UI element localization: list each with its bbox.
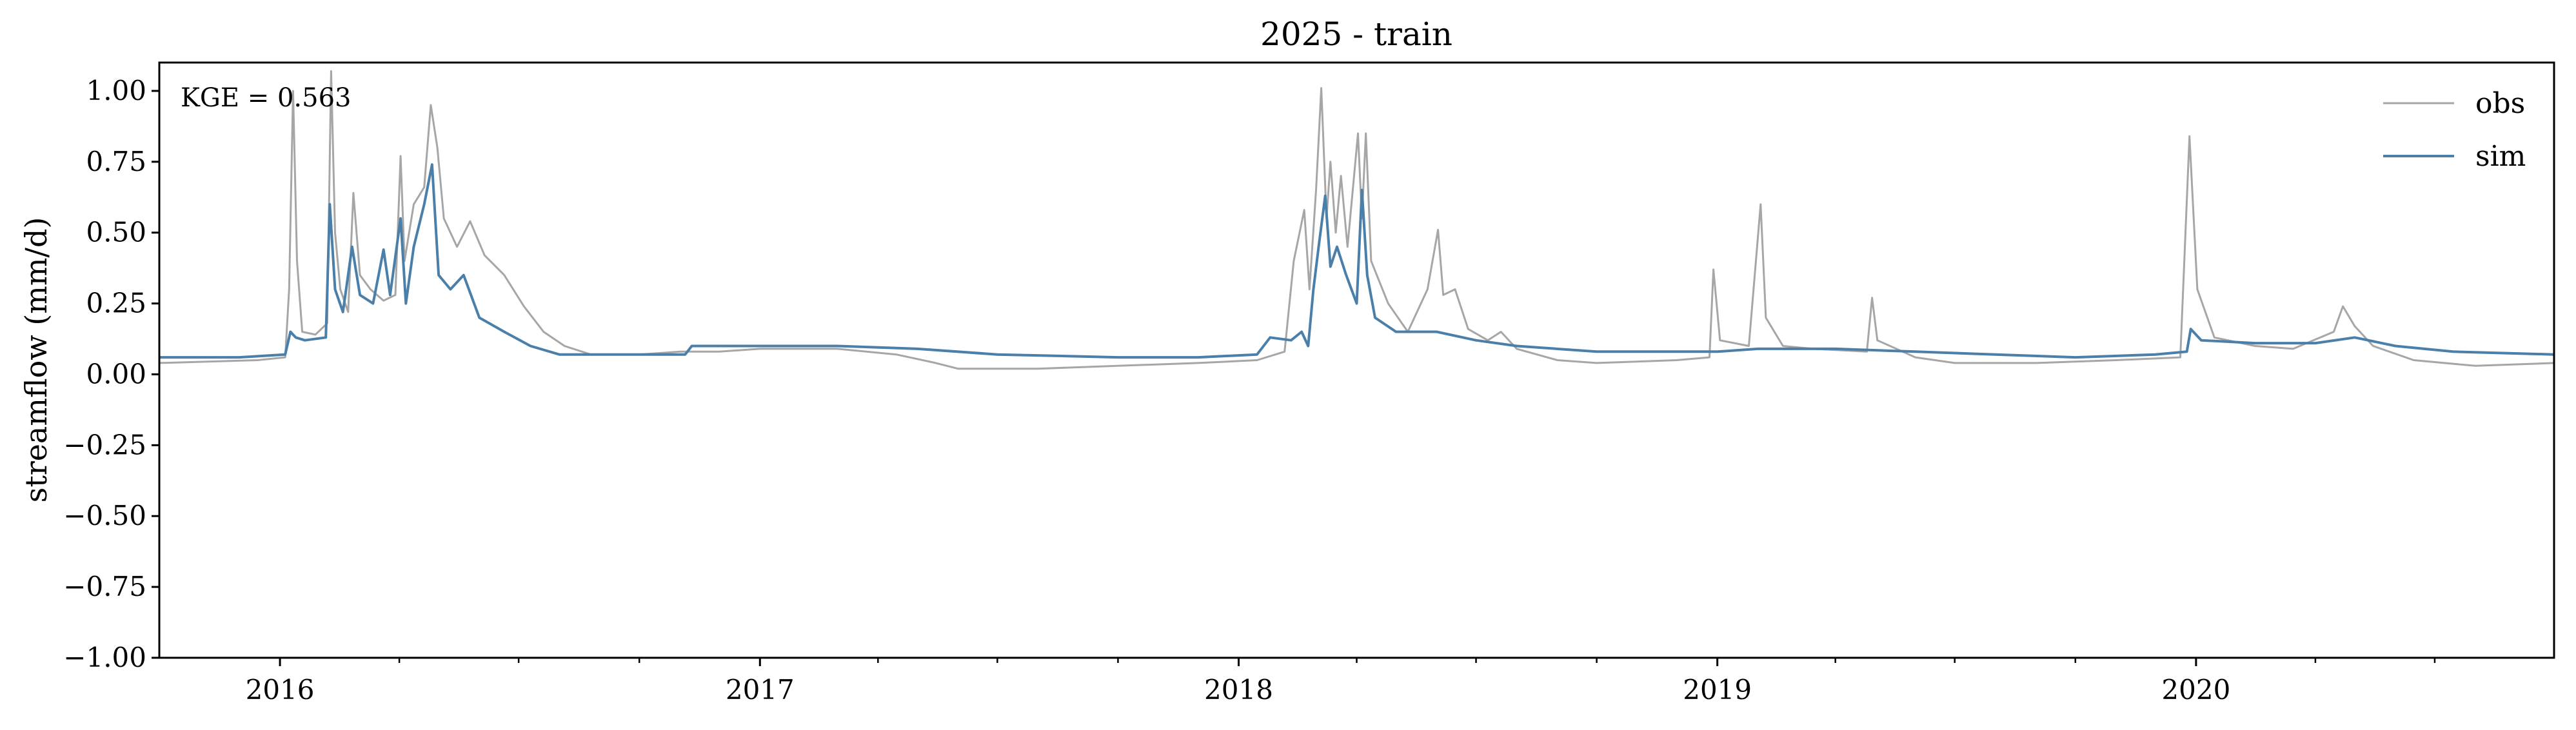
y-tick-label: 0.00 — [86, 358, 146, 390]
x-tick-label: 2016 — [246, 674, 315, 705]
legend-label-obs: obs — [2475, 87, 2525, 120]
y-tick-label: −0.50 — [63, 500, 146, 531]
y-tick-label: 1.00 — [86, 75, 146, 106]
y-tick-label: −0.25 — [63, 429, 146, 460]
legend-label-sim: sim — [2475, 140, 2526, 173]
y-tick-label: −0.75 — [63, 571, 146, 602]
legend: obs sim — [2383, 87, 2526, 173]
y-tick-label: −1.00 — [63, 642, 146, 673]
chart-title: 2025 - train — [1260, 15, 1452, 53]
series-line-sim — [159, 163, 2555, 359]
x-axis: 2016 2017 2018 2019 2020 — [246, 658, 2436, 705]
x-tick-label: 2017 — [726, 674, 795, 705]
y-axis: 1.00 0.75 0.50 0.25 0.00 −0.25 −0.50 −0.75 −1.00 — [63, 75, 159, 673]
series-lines — [159, 70, 2555, 370]
y-tick-label: 0.50 — [86, 217, 146, 248]
kge-annotation: KGE = 0.563 — [181, 83, 352, 113]
x-tick-label: 2019 — [1683, 674, 1752, 705]
x-tick-label: 2020 — [2161, 674, 2230, 705]
y-axis-label: streamflow (mm/d) — [19, 217, 54, 503]
y-tick-label: 0.25 — [86, 288, 146, 319]
plot-frame — [158, 61, 2555, 659]
series-line-obs — [159, 70, 2555, 370]
x-tick-label: 2018 — [1204, 674, 1273, 705]
y-tick-label: 0.75 — [86, 146, 146, 177]
